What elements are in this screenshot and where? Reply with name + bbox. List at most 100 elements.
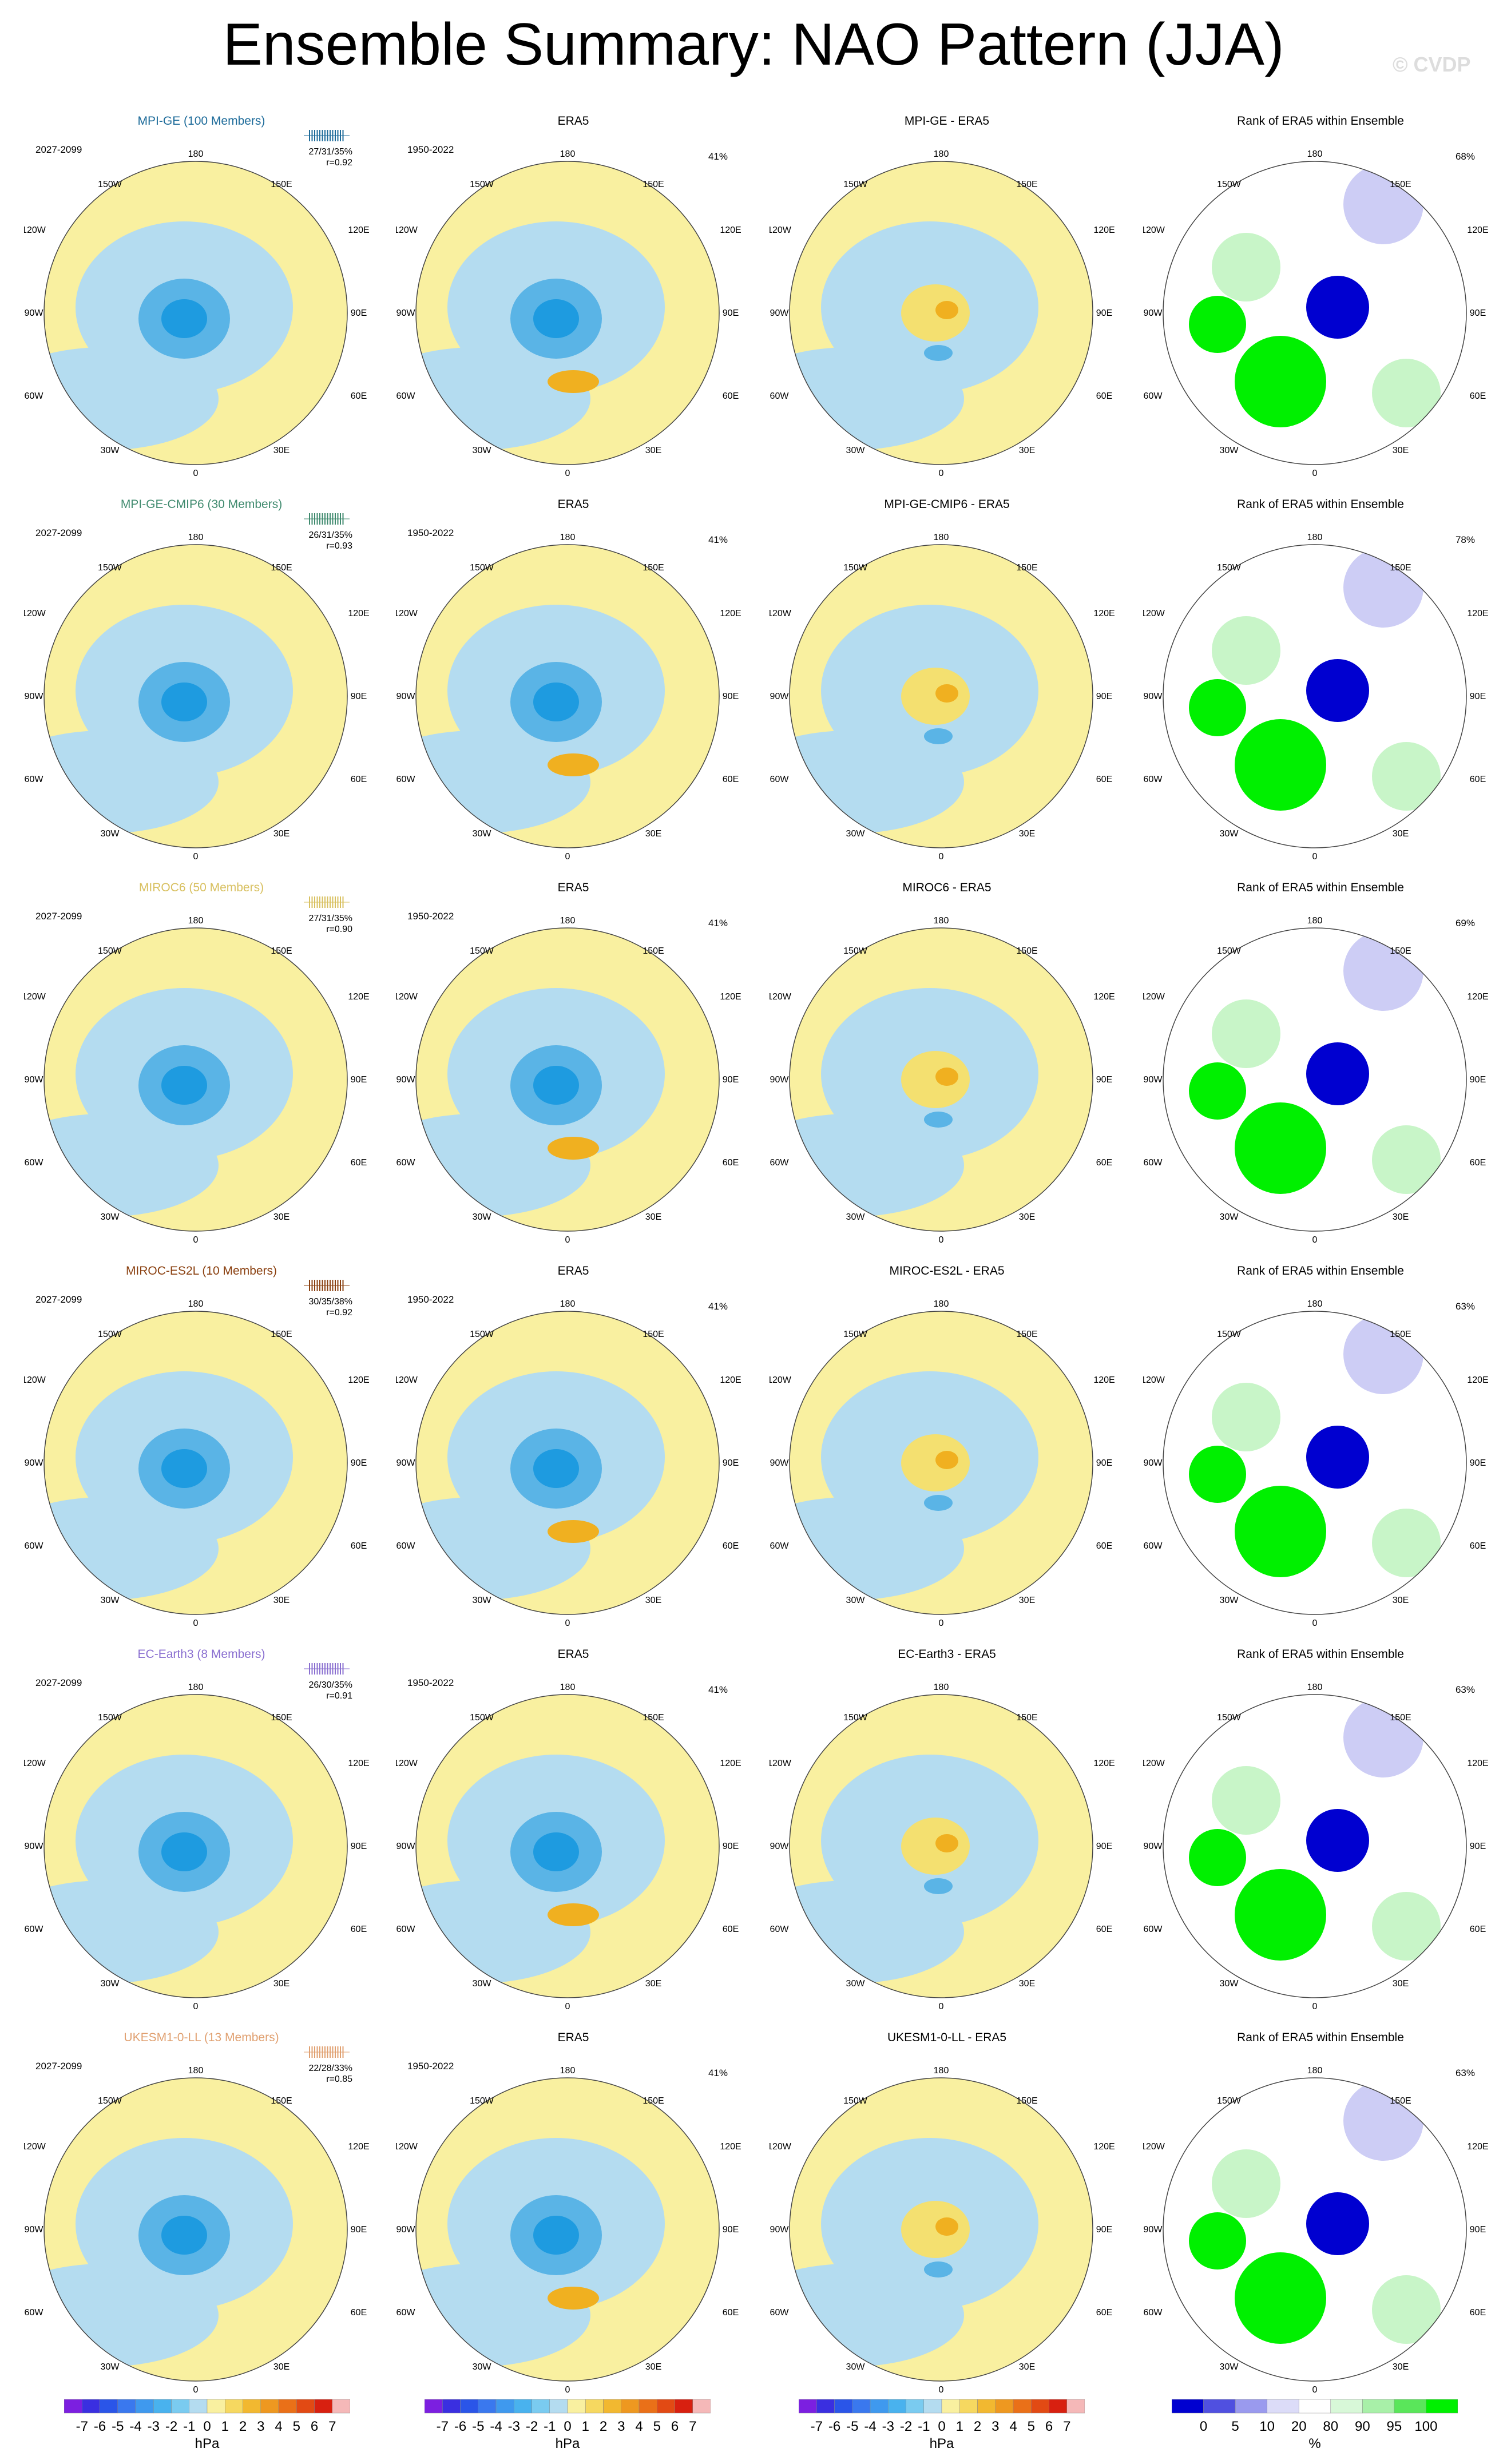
model-variance-stats: 27/31/35%	[308, 914, 352, 923]
lon-label-60w: 60W	[770, 1541, 790, 1551]
lon-label-bottom: 0	[1312, 1618, 1318, 1628]
lon-label-90w: 90W	[396, 1075, 416, 1085]
colorbar-tick-label: 2	[973, 2419, 982, 2434]
lon-label-top: 180	[188, 1299, 204, 1309]
lon-label-60w: 60W	[396, 1541, 416, 1551]
lon-label-150w: 150W	[98, 2096, 122, 2106]
colorbar-swatch	[495, 2399, 514, 2414]
lon-label-top: 180	[934, 1683, 949, 1692]
pressure-field	[790, 161, 1093, 465]
lon-label-90e: 90E	[1470, 1075, 1486, 1085]
lon-label-bottom: 0	[565, 1618, 570, 1628]
lon-label-30e: 30E	[1019, 1979, 1035, 1989]
lon-label-60w: 60W	[1144, 775, 1163, 784]
lon-label-90w: 90W	[396, 2225, 416, 2235]
colorbar-swatch	[243, 2399, 261, 2414]
colorbar-swatch	[117, 2399, 136, 2414]
lon-label-120w: 120W	[396, 1759, 418, 1768]
lon-label-150e: 150E	[271, 2096, 292, 2106]
colorbar-tick-label: -6	[828, 2419, 841, 2434]
map-panel-diff: 180 0 150W 150E 120W 120E 90W 90E 60W 60E 30W 30E UK…	[770, 2031, 1124, 2409]
colorbar-tick-label: 0	[203, 2419, 211, 2434]
lon-label-90w: 90W	[1144, 1458, 1163, 1468]
lon-label-120w: 120W	[770, 1375, 792, 1385]
model-variance-stats: 27/31/35%	[308, 147, 352, 157]
lon-label-120w: 120W	[1143, 992, 1165, 1002]
colorbar-swatch	[207, 2399, 225, 2414]
lon-label-30w: 30W	[846, 829, 866, 839]
colorbar-swatch	[478, 2399, 497, 2414]
colorbar-swatches	[64, 2399, 350, 2414]
colorbar-unit-label: %	[1308, 2436, 1321, 2451]
model-period: 2027-2099	[35, 911, 82, 922]
colorbar-swatch	[442, 2399, 461, 2414]
colorbar-swatch	[959, 2399, 978, 2414]
era5-variance-pct: 41%	[708, 918, 728, 929]
colorbar-hpa-diff: -7 -6 -5 -4 -3 -2 -1 0 1 2 3 4 5 6 7 hPa	[799, 2396, 1085, 2459]
rank-pct: 69%	[1455, 918, 1475, 929]
lon-label-90e: 90E	[723, 308, 739, 318]
map-panel-diff: 180 0 150W 150E 120W 120E 90W 90E 60W 60E 30W 30E MI…	[770, 881, 1124, 1259]
colorbar-tick-label: -2	[165, 2419, 178, 2434]
lon-label-30w: 30W	[101, 446, 120, 455]
lon-label-120e: 120E	[348, 2142, 369, 2152]
lon-label-120w: 120W	[770, 225, 792, 235]
colorbar-swatch	[692, 2399, 711, 2414]
colorbar-swatch	[135, 2399, 154, 2414]
lon-label-60e: 60E	[351, 1541, 367, 1551]
pressure-field	[44, 545, 347, 848]
lon-label-90w: 90W	[770, 1075, 790, 1085]
member-distribution-icon	[304, 896, 350, 908]
pressure-field	[790, 2078, 1093, 2381]
model-variance-stats: 30/35/38%	[308, 1297, 352, 1307]
lon-label-90w: 90W	[25, 692, 44, 701]
lon-label-bottom: 0	[193, 1618, 199, 1628]
rank-pct: 68%	[1455, 151, 1475, 162]
colorbar-swatch	[1066, 2399, 1085, 2414]
lon-label-bottom: 0	[939, 2002, 944, 2011]
lon-label-bottom: 0	[193, 469, 199, 478]
colorbar-tick-label: 4	[635, 2419, 643, 2434]
era5-variance-pct: 41%	[708, 1684, 728, 1695]
lon-label-150w: 150W	[98, 1330, 122, 1339]
difference-title: MPI-GE - ERA5	[904, 114, 990, 128]
model-pattern-correlation: r=0.93	[326, 541, 352, 551]
model-stats: 26/31/35% r=0.93	[308, 530, 352, 551]
lon-label-90e: 90E	[351, 1842, 367, 1851]
lon-label-120e: 120E	[348, 609, 369, 618]
map-panel-rank: 180 0 150W 150E 120W 120E 90W 90E 60W 60E 30W 30E Ra…	[1143, 881, 1498, 1259]
map-panel-era5: 180 0 150W 150E 120W 120E 90W 90E 60W 60E 30W 30E ER…	[396, 2031, 751, 2409]
lon-label-bottom: 0	[939, 469, 944, 478]
colorbar-swatch	[460, 2399, 478, 2414]
lon-label-120w: 120W	[24, 1375, 46, 1385]
colorbar-swatch	[549, 2399, 568, 2414]
lon-label-120e: 120E	[1093, 609, 1115, 618]
rank-pct: 63%	[1455, 2068, 1475, 2078]
model-variance-stats: 26/30/35%	[308, 1680, 352, 1690]
colorbar-tick-label: -1	[544, 2419, 556, 2434]
lon-label-30w: 30W	[1220, 446, 1239, 455]
lon-label-120e: 120E	[720, 2142, 741, 2152]
lon-label-90w: 90W	[25, 308, 44, 318]
lon-label-60e: 60E	[723, 1541, 739, 1551]
lon-label-60w: 60W	[396, 1158, 416, 1168]
lon-label-60e: 60E	[1096, 1925, 1112, 1934]
lon-label-top: 180	[934, 916, 949, 926]
lon-label-150e: 150E	[1390, 2096, 1411, 2106]
rank-title: Rank of ERA5 within Ensemble	[1237, 1648, 1404, 1661]
colorbar-hpa-model: -7 -6 -5 -4 -3 -2 -1 0 1 2 3 4 5 6 7 hPa	[64, 2396, 350, 2459]
lon-label-90e: 90E	[1470, 308, 1486, 318]
lon-label-top: 180	[1307, 2066, 1323, 2076]
lon-label-90w: 90W	[1144, 692, 1163, 701]
lon-label-30e: 30E	[645, 1212, 661, 1222]
lon-label-top: 180	[188, 916, 204, 926]
lon-label-150e: 150E	[1390, 563, 1411, 573]
colorbar-tick-labels: -7 -6 -5 -4 -3 -2 -1 0 1 2 3 4 5 6 7	[799, 2419, 1085, 2436]
model-title: MIROC-ES2L (10 Members)	[125, 1264, 277, 1277]
model-pattern-correlation: r=0.85	[326, 2074, 352, 2084]
lon-label-90w: 90W	[770, 1842, 790, 1851]
colorbar-tick-label: -4	[490, 2419, 502, 2434]
lon-label-90w: 90W	[25, 2225, 44, 2235]
lon-label-150w: 150W	[1217, 1330, 1242, 1339]
pressure-field	[790, 545, 1093, 848]
